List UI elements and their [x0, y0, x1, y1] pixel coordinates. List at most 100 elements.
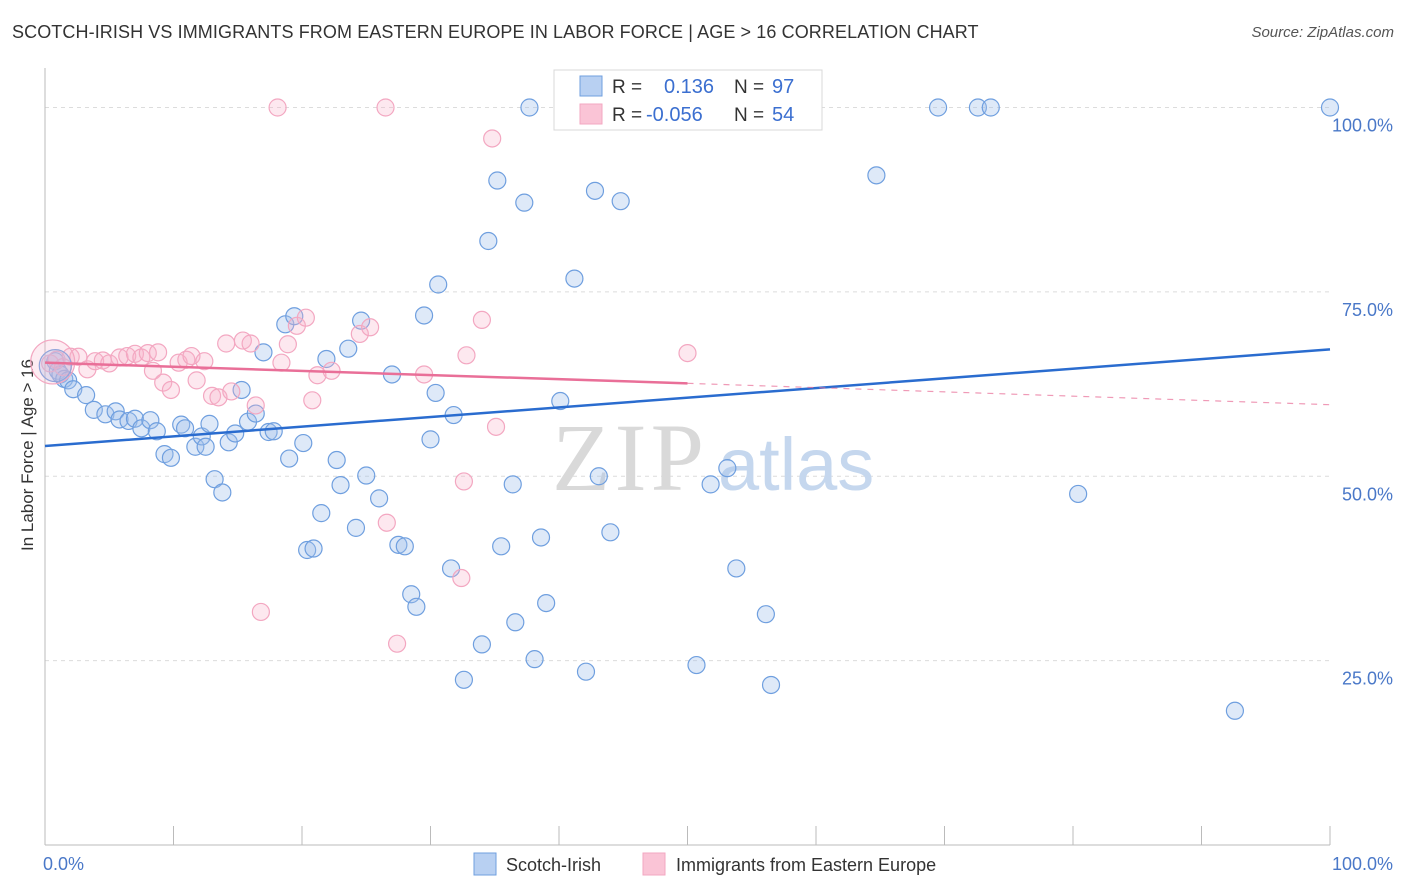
y-tick-label: 75.0% — [1342, 300, 1393, 320]
point-scotch-irish — [294, 433, 313, 453]
stats-n-value-2: 54 — [772, 104, 794, 126]
point-scotch-irish — [756, 605, 775, 624]
point-scotch-irish — [503, 475, 522, 494]
point-eastern-europe — [241, 334, 260, 353]
point-scotch-irish — [429, 275, 448, 294]
point-scotch-irish — [531, 528, 551, 547]
point-eastern-europe — [217, 334, 236, 353]
point-scotch-irish — [981, 98, 1000, 117]
point-scotch-irish — [492, 537, 511, 556]
point-eastern-europe — [483, 129, 502, 148]
point-scotch-irish — [346, 518, 366, 537]
point-scotch-irish — [370, 489, 389, 508]
point-scotch-irish — [537, 593, 556, 613]
point-scotch-irish — [506, 613, 525, 632]
point-scotch-irish — [298, 540, 317, 560]
point-scotch-irish — [304, 539, 323, 558]
point-eastern-europe — [187, 371, 206, 390]
point-eastern-europe — [350, 324, 369, 344]
point-scotch-irish — [196, 437, 215, 456]
watermark-atlas: atlas — [718, 423, 874, 506]
trend-line-scotch-irish — [44, 348, 1331, 448]
point-scotch-irish — [352, 311, 371, 330]
point-scotch-irish — [611, 192, 630, 211]
point-scotch-irish — [727, 559, 746, 578]
point-scotch-irish — [520, 98, 539, 117]
tick-labels: 25.0% 50.0% 75.0% 100.0% 0.0% 100.0% — [43, 116, 1393, 875]
point-scotch-irish — [96, 405, 115, 424]
point-eastern-europe — [452, 568, 471, 588]
legend-label-eastern-europe: Immigrants from Eastern Europe — [676, 855, 936, 875]
point-eastern-europe — [296, 308, 315, 327]
point-scotch-irish — [867, 166, 886, 185]
point-eastern-europe — [222, 382, 241, 401]
point-eastern-europe — [678, 343, 697, 363]
legend-swatch-scotch-irish — [473, 852, 497, 876]
point-scotch-irish — [1069, 484, 1088, 504]
point-eastern-europe — [195, 352, 214, 371]
point-scotch-irish — [576, 662, 596, 681]
point-eastern-europe — [377, 513, 396, 532]
point-eastern-europe — [161, 380, 181, 400]
point-scotch-irish — [317, 349, 336, 369]
watermark: ZIP atlas — [552, 404, 874, 511]
stats-r-value-2: -0.056 — [646, 104, 703, 126]
point-cluster-scotch-irish — [38, 349, 72, 383]
point-scotch-irish — [585, 181, 605, 200]
point-eastern-europe — [251, 602, 270, 622]
point-scotch-irish — [601, 523, 620, 542]
point-eastern-europe — [148, 343, 168, 362]
point-eastern-europe — [376, 98, 395, 117]
point-scotch-irish — [395, 537, 414, 556]
point-scotch-irish — [515, 193, 534, 212]
trend-line-eastern-europe — [44, 361, 688, 385]
stats-n-label-2: N = — [734, 105, 764, 126]
point-scotch-irish — [421, 430, 440, 449]
point-scotch-irish — [147, 422, 166, 441]
point-scotch-irish — [472, 635, 491, 654]
point-scotch-irish — [414, 306, 434, 325]
point-eastern-europe — [246, 396, 265, 415]
point-eastern-europe — [361, 318, 380, 337]
stats-r-label-2: R = — [612, 105, 642, 126]
chart-title: SCOTCH-IRISH VS IMMIGRANTS FROM EASTERN … — [12, 22, 979, 42]
point-eastern-europe — [268, 98, 287, 117]
point-scotch-irish — [357, 466, 376, 485]
point-scotch-irish — [77, 386, 96, 405]
point-scotch-irish — [551, 391, 570, 411]
point-scotch-irish — [1320, 98, 1340, 117]
point-scotch-irish — [175, 419, 195, 438]
source-credit: Source: ZipAtlas.com — [1251, 24, 1394, 41]
point-scotch-irish — [110, 410, 129, 429]
legend: Scotch-Irish Immigrants from Eastern Eur… — [473, 852, 936, 876]
point-scotch-irish — [407, 597, 426, 616]
point-scotch-irish — [525, 650, 544, 669]
point-eastern-europe — [278, 335, 297, 354]
stats-n-label-1: N = — [734, 77, 764, 98]
y-tick-label: 50.0% — [1342, 484, 1393, 504]
point-scotch-irish — [264, 422, 283, 441]
point-eastern-europe — [138, 343, 157, 363]
point-scotch-irish — [426, 383, 445, 403]
stats-n-value-1: 97 — [772, 76, 794, 98]
stats-r-value-1: 0.136 — [664, 76, 714, 98]
point-scotch-irish — [331, 476, 350, 495]
point-scotch-irish — [186, 437, 205, 456]
point-scotch-irish — [454, 670, 474, 689]
point-scotch-irish — [161, 448, 181, 467]
point-scotch-irish — [327, 450, 346, 470]
watermark-zip: ZIP — [552, 404, 708, 511]
point-scotch-irish — [701, 475, 720, 494]
point-scotch-irish — [339, 339, 358, 358]
point-scotch-irish — [280, 449, 299, 468]
point-scotch-irish — [125, 409, 145, 428]
point-scotch-irish — [141, 411, 160, 430]
stats-swatch-blue — [579, 75, 603, 97]
stats-swatch-pink — [579, 103, 603, 125]
trend-lines — [44, 348, 1331, 448]
point-eastern-europe — [272, 353, 291, 372]
stats-r-label-1: R = — [612, 77, 642, 98]
point-scotch-irish — [589, 467, 608, 486]
point-scotch-irish — [389, 535, 408, 554]
